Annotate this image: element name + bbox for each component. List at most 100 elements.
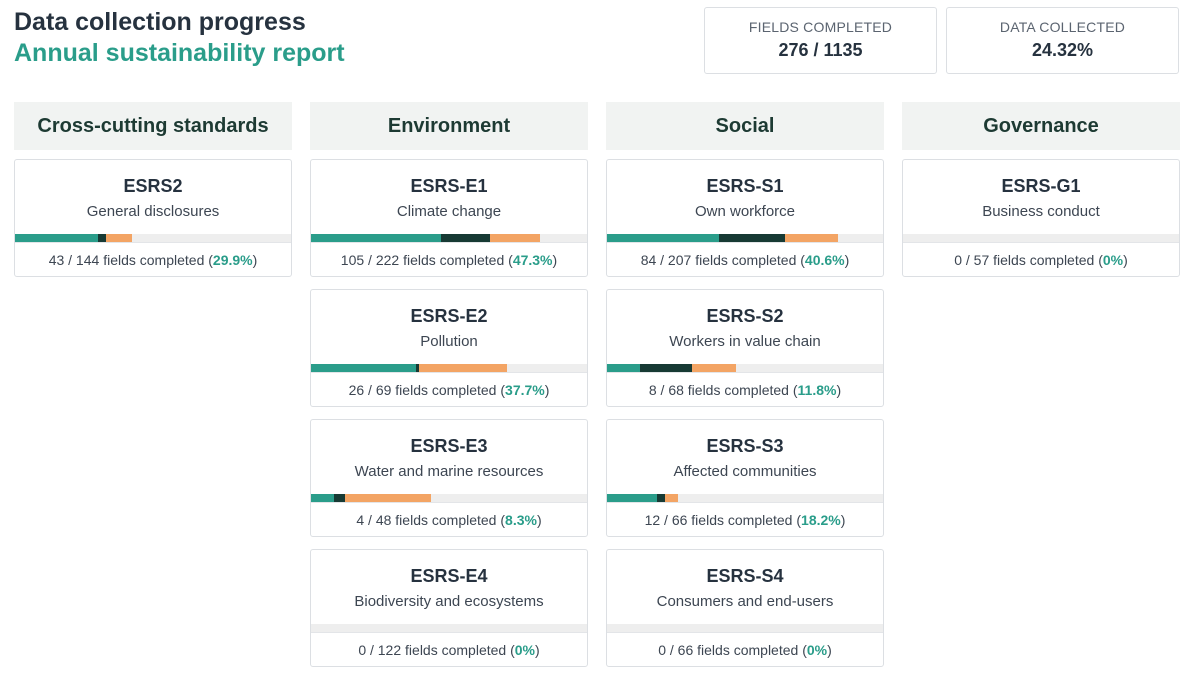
standard-name: Biodiversity and ecosystems [354, 593, 544, 610]
standard-card-esrs-s3[interactable]: ESRS-S3 Affected communities 12 / 66 field… [606, 419, 884, 537]
standard-card-esrs-g1[interactable]: ESRS-G1 Business conduct 0 / 57 fields com… [902, 159, 1180, 277]
field-counts: 12 / 66 [644, 512, 688, 528]
column-header: Social [606, 102, 884, 150]
progress-completed-segment [607, 494, 658, 502]
standard-code: ESRS2 [123, 176, 183, 196]
field-counts: 0 / 66 [658, 642, 694, 658]
percent-completed: 40.6% [804, 252, 845, 268]
percent-completed: 18.2% [801, 512, 841, 528]
progress-bar [311, 624, 587, 632]
percent-completed: 0% [1102, 252, 1124, 268]
standard-code: ESRS-S2 [706, 306, 784, 326]
fields-completed-summary: 26 / 69 fields completed (37.7%) [311, 372, 587, 406]
fields-completed-stat: FIELDS COMPLETED 276 / 1135 [704, 7, 937, 74]
progress-in-progress-segment [785, 234, 838, 242]
stat-value: 24.32% [1031, 40, 1094, 60]
fields-completed-summary: 0 / 122 fields completed (0%) [311, 632, 587, 666]
progress-reviewed-segment [333, 494, 346, 502]
percent-completed: 0% [514, 642, 535, 658]
standard-name: General disclosures [86, 203, 220, 220]
standard-card-esrs-e3[interactable]: ESRS-E3 Water and marine resources 4 / 48 … [310, 419, 588, 537]
standard-card-esrs-s4[interactable]: ESRS-S4 Consumers and end-users 0 / 66 fie… [606, 549, 884, 667]
progress-in-progress-segment [692, 364, 737, 372]
data-collected-stat: DATA COLLECTED 24.32% [946, 7, 1179, 74]
field-counts-suffix: fields completed [687, 382, 789, 398]
field-counts: 0 / 122 [358, 642, 402, 658]
standard-code: ESRS-S3 [706, 436, 784, 456]
progress-completed-segment [311, 364, 416, 372]
fields-completed-summary: 43 / 144 fields completed (29.9%) [15, 242, 291, 276]
standard-name: Consumers and end-users [656, 593, 834, 610]
page-subtitle: Annual sustainability report [14, 39, 345, 67]
progress-completed-segment [607, 234, 720, 242]
field-counts: 43 / 144 [48, 252, 100, 268]
progress-in-progress-segment [665, 494, 678, 502]
fields-completed-summary: 84 / 207 fields completed (40.6%) [607, 242, 883, 276]
field-counts: 8 / 68 [648, 382, 684, 398]
field-counts-suffix: fields completed [403, 252, 505, 268]
progress-bar [311, 234, 587, 242]
progress-reviewed-segment [440, 234, 491, 242]
fields-completed-summary: 0 / 57 fields completed (0%) [903, 242, 1179, 276]
standard-card-esrs-e1[interactable]: ESRS-E1 Climate change 105 / 222 fields co… [310, 159, 588, 277]
standard-card-esrs-e2[interactable]: ESRS-E2 Pollution 26 / 69 fields completed… [310, 289, 588, 407]
progress-reviewed-segment [639, 364, 692, 372]
field-counts-suffix: fields completed [395, 512, 497, 528]
progress-completed-segment [311, 234, 441, 242]
progress-bar [607, 624, 883, 632]
progress-bar [15, 234, 291, 242]
progress-bar [311, 494, 587, 502]
standard-card-esrs-s2[interactable]: ESRS-S2 Workers in value chain 8 / 68 fiel… [606, 289, 884, 407]
percent-completed: 29.9% [212, 252, 253, 268]
standard-name: Pollution [420, 333, 478, 350]
column-header: Cross-cutting standards [14, 102, 292, 150]
percent-completed: 8.3% [505, 512, 537, 528]
field-counts-suffix: fields completed [103, 252, 205, 268]
standard-name: Water and marine resources [354, 463, 544, 480]
standard-code: ESRS-E4 [410, 566, 488, 586]
standard-name: Business conduct [982, 203, 1100, 220]
stat-label: FIELDS COMPLETED [748, 19, 893, 35]
stat-label: DATA COLLECTED [999, 19, 1126, 35]
progress-reviewed-segment [97, 234, 107, 242]
fields-completed-summary: 105 / 222 fields completed (47.3%) [311, 242, 587, 276]
percent-completed: 11.8% [797, 382, 837, 398]
progress-bar [607, 364, 883, 372]
field-counts: 4 / 48 [356, 512, 392, 528]
field-counts: 105 / 222 [340, 252, 400, 268]
field-counts: 26 / 69 [348, 382, 392, 398]
progress-bar [607, 234, 883, 242]
standard-card-esrs-e4[interactable]: ESRS-E4 Biodiversity and ecosystems 0 / 12… [310, 549, 588, 667]
standard-code: ESRS-S4 [706, 566, 784, 586]
standard-name: Workers in value chain [669, 333, 821, 350]
standard-code: ESRS-E1 [410, 176, 488, 196]
progress-in-progress-segment [419, 364, 508, 372]
progress-bar [607, 494, 883, 502]
standard-card-esrs2[interactable]: ESRS2 General disclosures 43 / 144 fields … [14, 159, 292, 277]
field-counts-suffix: fields completed [405, 642, 507, 658]
field-counts: 84 / 207 [640, 252, 692, 268]
field-counts-suffix: fields completed [395, 382, 497, 398]
standard-name: Climate change [396, 203, 502, 220]
progress-in-progress-segment [106, 234, 133, 242]
progress-completed-segment [15, 234, 98, 242]
field-counts: 0 / 57 [954, 252, 990, 268]
progress-bar [903, 234, 1179, 242]
standard-code: ESRS-E3 [410, 436, 488, 456]
field-counts-suffix: fields completed [691, 512, 793, 528]
standard-code: ESRS-S1 [706, 176, 784, 196]
standard-code: ESRS-G1 [1001, 176, 1081, 196]
fields-completed-summary: 8 / 68 fields completed (11.8%) [607, 372, 883, 406]
standard-name: Affected communities [673, 463, 817, 480]
progress-reviewed-segment [415, 364, 420, 372]
column-governance: Governance ESRS-G1 Business conduct 0 / 57 … [902, 102, 1180, 277]
column-environment: Environment ESRS-E1 Climate change 105 / 22… [310, 102, 588, 667]
progress-bar [311, 364, 587, 372]
field-counts-suffix: fields completed [993, 252, 1095, 268]
column-cross-cutting-standards: Cross-cutting standards ESRS2 General disc… [14, 102, 292, 277]
column-social: Social ESRS-S1 Own workforce 84 / 207 field… [606, 102, 884, 667]
field-counts-suffix: fields completed [695, 252, 797, 268]
column-header: Governance [902, 102, 1180, 150]
standard-card-esrs-s1[interactable]: ESRS-S1 Own workforce 84 / 207 fields comp… [606, 159, 884, 277]
standard-name: Own workforce [694, 203, 796, 220]
